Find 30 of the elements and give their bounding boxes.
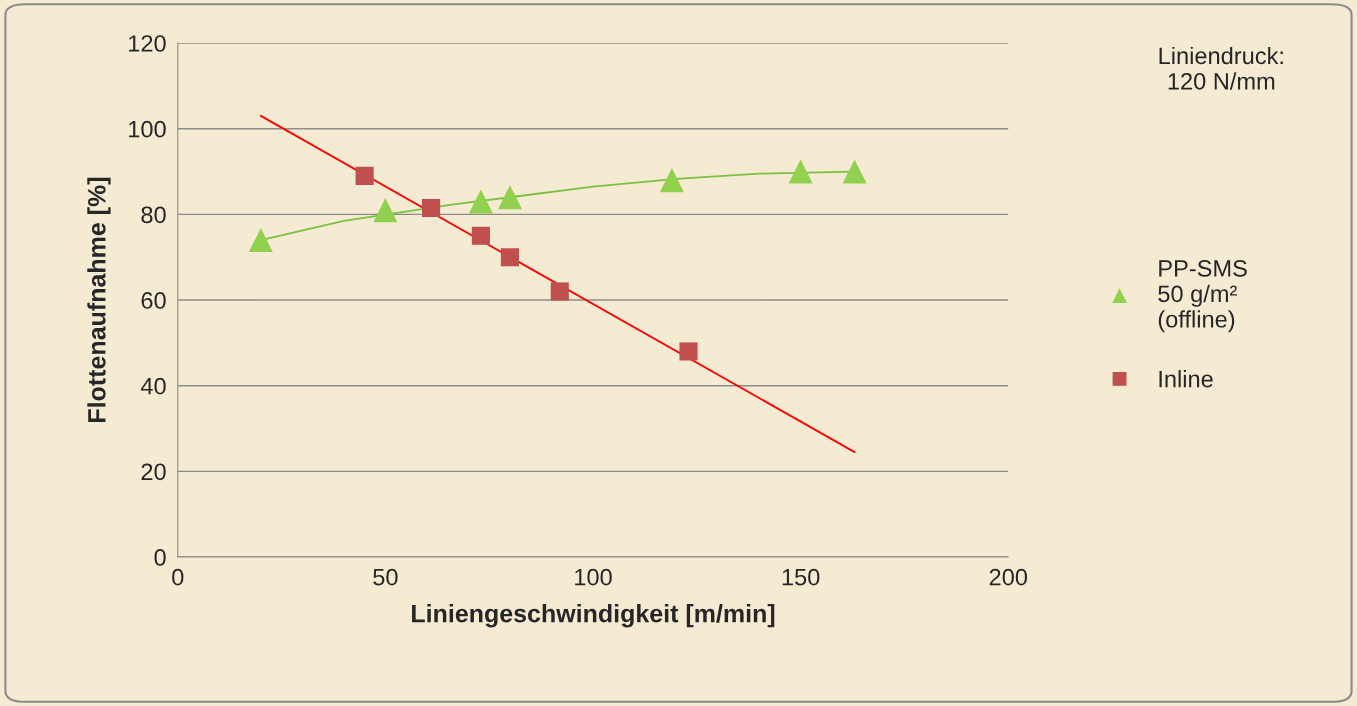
y-tick-label: 20 bbox=[141, 463, 166, 481]
point bbox=[500, 248, 520, 267]
legend-label: PP-SMS 50 g/m² (offline) bbox=[1158, 260, 1247, 333]
point bbox=[842, 159, 867, 184]
point bbox=[471, 226, 490, 245]
x-axis-title: Liniengeschwindigkeit [m/min] bbox=[412, 604, 775, 628]
x-tick-label: 0 bbox=[172, 568, 184, 586]
point bbox=[550, 282, 569, 301]
x-tick-label: 200 bbox=[989, 568, 1028, 586]
y-tick-label: 40 bbox=[140, 377, 166, 395]
point bbox=[788, 159, 813, 184]
legend-label: Inline bbox=[1159, 370, 1213, 388]
y-tick-label: 80 bbox=[141, 206, 166, 224]
y-tick-label: 120 bbox=[129, 35, 166, 52]
point bbox=[248, 228, 273, 253]
text: Liniendruck: 120 N/mm bbox=[1159, 46, 1283, 90]
point bbox=[373, 198, 398, 223]
x-tick-label: 150 bbox=[782, 568, 820, 586]
point bbox=[659, 168, 684, 193]
x-tick-label: 50 bbox=[373, 568, 398, 586]
point bbox=[497, 185, 522, 210]
x-tick-label: 100 bbox=[575, 568, 612, 586]
y-tick-label: 100 bbox=[129, 120, 166, 138]
y-tick-label: 0 bbox=[154, 549, 166, 566]
y-tick-label: 60 bbox=[141, 292, 166, 309]
y-axis-title: Flottenaufnahme [%] bbox=[87, 177, 111, 422]
point bbox=[422, 198, 441, 218]
point bbox=[468, 189, 493, 214]
point bbox=[679, 342, 698, 361]
point bbox=[355, 166, 374, 185]
